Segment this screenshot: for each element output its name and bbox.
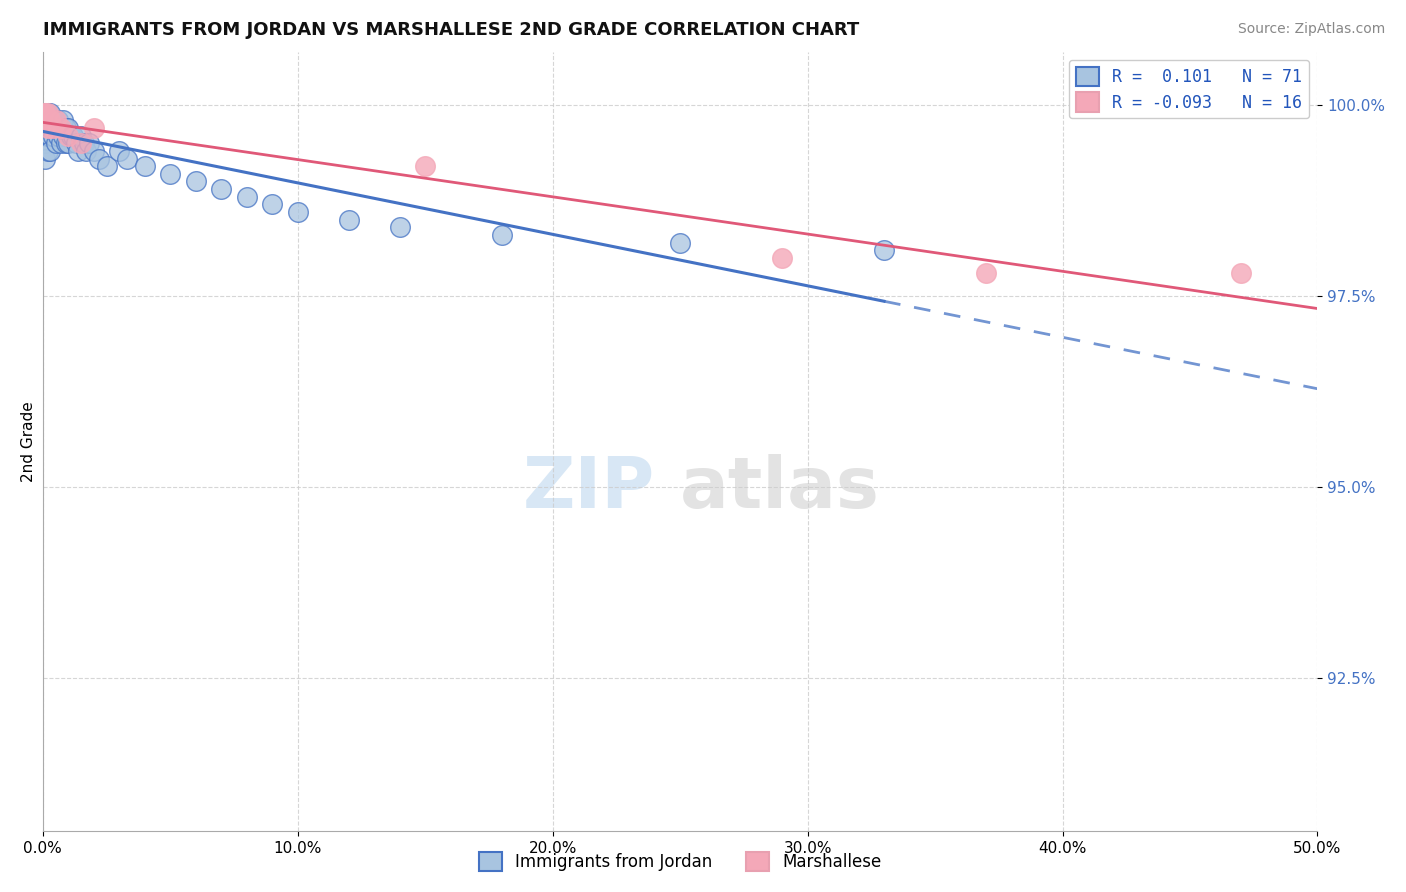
Point xyxy=(134,159,156,173)
Point xyxy=(35,128,58,143)
Point xyxy=(37,105,59,120)
Point xyxy=(491,227,513,242)
Point xyxy=(96,159,118,173)
Point xyxy=(34,105,56,120)
Point xyxy=(37,113,59,128)
Point xyxy=(115,152,138,166)
Text: IMMIGRANTS FROM JORDAN VS MARSHALLESE 2ND GRADE CORRELATION CHART: IMMIGRANTS FROM JORDAN VS MARSHALLESE 2N… xyxy=(42,21,859,39)
Point xyxy=(77,136,100,151)
Point xyxy=(39,120,62,135)
Point xyxy=(34,105,56,120)
Point xyxy=(42,128,65,143)
Point xyxy=(83,144,105,158)
Point xyxy=(974,266,997,280)
Point xyxy=(58,136,80,151)
Point xyxy=(37,120,59,135)
Point xyxy=(42,113,65,128)
Legend: Immigrants from Jordan, Marshallese: Immigrants from Jordan, Marshallese xyxy=(472,845,889,878)
Point xyxy=(770,251,793,265)
Point xyxy=(44,113,66,128)
Point xyxy=(52,128,75,143)
Point xyxy=(46,113,69,128)
Point xyxy=(1230,266,1253,280)
Point xyxy=(35,128,58,143)
Point xyxy=(34,152,56,166)
Point xyxy=(55,136,77,151)
Point xyxy=(62,128,84,143)
Point xyxy=(46,128,69,143)
Point xyxy=(873,244,896,258)
Point xyxy=(388,220,411,235)
Point xyxy=(34,113,56,128)
Point xyxy=(75,144,97,158)
Point xyxy=(38,113,60,128)
Point xyxy=(58,128,80,143)
Point xyxy=(42,120,65,135)
Point xyxy=(39,128,62,143)
Point xyxy=(209,182,232,196)
Point xyxy=(39,113,62,128)
Point xyxy=(37,120,59,135)
Point xyxy=(262,197,284,211)
Point xyxy=(72,136,94,151)
Point xyxy=(159,167,181,181)
Point xyxy=(42,120,65,135)
Point xyxy=(32,120,55,135)
Y-axis label: 2nd Grade: 2nd Grade xyxy=(21,401,35,482)
Point xyxy=(87,152,110,166)
Point xyxy=(287,205,309,219)
Point xyxy=(38,128,60,143)
Point xyxy=(49,120,72,135)
Point xyxy=(44,136,66,151)
Text: atlas: atlas xyxy=(681,454,880,523)
Point xyxy=(70,136,93,151)
Point xyxy=(39,144,62,158)
Point xyxy=(49,120,72,135)
Point xyxy=(39,105,62,120)
Point xyxy=(37,105,59,120)
Point xyxy=(52,113,75,128)
Point xyxy=(337,212,360,227)
Point xyxy=(41,113,63,128)
Point xyxy=(32,105,55,120)
Point xyxy=(32,105,55,120)
Point xyxy=(70,128,93,143)
Point xyxy=(35,113,58,128)
Point xyxy=(35,105,58,120)
Point xyxy=(55,120,77,135)
Point xyxy=(108,144,131,158)
Point xyxy=(67,144,90,158)
Point xyxy=(44,113,66,128)
Point xyxy=(65,136,87,151)
Text: ZIP: ZIP xyxy=(523,454,655,523)
Point xyxy=(83,120,105,135)
Point xyxy=(34,120,56,135)
Point xyxy=(37,105,59,120)
Point xyxy=(39,113,62,128)
Point xyxy=(59,128,82,143)
Point xyxy=(37,120,59,135)
Point xyxy=(34,120,56,135)
Point xyxy=(184,174,207,188)
Point xyxy=(32,113,55,128)
Point xyxy=(35,105,58,120)
Point xyxy=(669,235,692,250)
Point xyxy=(58,120,80,135)
Point xyxy=(44,120,66,135)
Point xyxy=(37,144,59,158)
Point xyxy=(34,113,56,128)
Point xyxy=(49,136,72,151)
Point xyxy=(235,190,257,204)
Point xyxy=(34,105,56,120)
Point xyxy=(37,128,59,143)
Point xyxy=(413,159,436,173)
Text: Source: ZipAtlas.com: Source: ZipAtlas.com xyxy=(1237,22,1385,37)
Point xyxy=(34,136,56,151)
